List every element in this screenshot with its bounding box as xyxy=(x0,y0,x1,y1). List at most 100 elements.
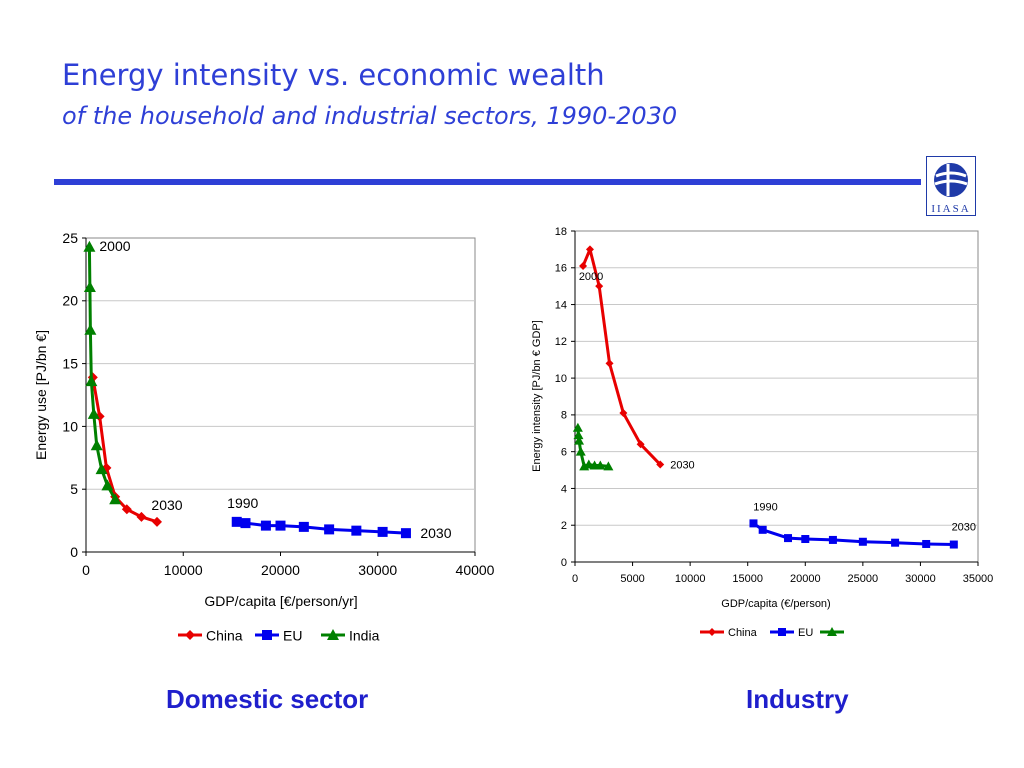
data-point xyxy=(574,435,585,445)
x-tick-label: 30000 xyxy=(358,562,397,578)
legend-label: China xyxy=(206,627,243,643)
y-tick-label: 0 xyxy=(70,544,78,560)
page-subtitle: of the household and industrial sectors,… xyxy=(62,102,678,130)
legend-marker xyxy=(262,630,272,640)
data-point xyxy=(656,460,665,469)
data-point xyxy=(324,524,335,535)
year-annotation: 2030 xyxy=(952,522,976,534)
x-tick-label: 20000 xyxy=(790,573,821,585)
legend-item: China xyxy=(178,627,243,643)
data-point xyxy=(109,493,122,505)
x-tick-label: 25000 xyxy=(848,573,879,585)
legend-item: EU xyxy=(255,627,302,643)
data-point xyxy=(595,282,604,291)
year-annotation: 1990 xyxy=(753,501,777,513)
y-axis-label: Energy use [PJ/bn €] xyxy=(33,330,49,460)
data-point xyxy=(749,519,758,528)
x-tick-label: 15000 xyxy=(732,573,763,585)
data-point xyxy=(260,520,271,531)
series-eu xyxy=(749,519,958,549)
year-annotation: 2000 xyxy=(99,238,130,254)
series-unnamed xyxy=(572,422,614,471)
year-annotation: 2000 xyxy=(579,271,603,283)
legend-item: EU xyxy=(770,627,813,639)
x-tick-label: 35000 xyxy=(963,573,994,585)
data-point xyxy=(949,540,958,549)
y-tick-label: 10 xyxy=(555,373,567,385)
x-tick-label: 40000 xyxy=(456,562,495,578)
data-point xyxy=(575,446,586,456)
data-point xyxy=(583,459,594,469)
legend-item: India xyxy=(321,627,380,643)
x-tick-label: 10000 xyxy=(164,562,203,578)
data-point xyxy=(605,359,614,368)
year-annotation: 2030 xyxy=(151,497,182,513)
y-tick-label: 8 xyxy=(561,410,567,422)
y-tick-label: 2 xyxy=(561,520,567,532)
data-point xyxy=(758,525,767,534)
y-tick-label: 20 xyxy=(62,293,78,309)
legend-item xyxy=(820,627,844,636)
data-point xyxy=(121,504,132,515)
year-annotation: 1990 xyxy=(227,495,258,511)
legend-label: EU xyxy=(283,627,302,643)
y-tick-label: 6 xyxy=(561,447,567,459)
data-point xyxy=(83,280,96,292)
data-point xyxy=(572,422,583,432)
title-divider xyxy=(54,179,921,185)
caption-domestic: Domestic sector xyxy=(166,684,369,714)
data-point xyxy=(95,463,108,475)
year-annotation: 2030 xyxy=(420,525,451,541)
x-tick-label: 0 xyxy=(82,562,90,578)
page-title: Energy intensity vs. economic wealth xyxy=(62,58,605,92)
data-point xyxy=(891,538,900,547)
x-axis-label: GDP/capita [€/person/yr] xyxy=(204,593,357,609)
data-point xyxy=(83,240,96,252)
data-point xyxy=(136,511,147,522)
legend-label: India xyxy=(349,627,380,643)
x-tick-label: 20000 xyxy=(261,562,300,578)
data-point xyxy=(400,528,411,539)
data-point xyxy=(579,261,588,270)
plot-area xyxy=(574,230,979,563)
data-point xyxy=(87,407,100,419)
y-tick-label: 18 xyxy=(555,226,567,238)
data-point xyxy=(231,516,242,527)
y-tick-label: 10 xyxy=(62,418,78,434)
y-tick-label: 14 xyxy=(555,299,567,311)
data-point xyxy=(94,411,105,422)
data-point xyxy=(636,440,645,449)
series-india xyxy=(83,240,122,505)
data-point xyxy=(784,534,793,543)
plot-area xyxy=(85,237,476,553)
data-point xyxy=(275,520,286,531)
x-tick-label: 5000 xyxy=(620,573,644,585)
y-tick-label: 15 xyxy=(62,356,78,372)
data-point xyxy=(377,526,388,537)
data-point xyxy=(84,323,97,335)
legend-marker xyxy=(185,630,195,640)
data-point xyxy=(922,539,931,548)
x-tick-label: 30000 xyxy=(905,573,936,585)
data-point xyxy=(240,518,251,529)
data-point xyxy=(801,535,810,544)
x-axis-label: GDP/capita (€/person) xyxy=(721,598,830,610)
y-tick-label: 25 xyxy=(62,230,78,246)
x-tick-label: 0 xyxy=(572,573,578,585)
legend-label: EU xyxy=(798,627,813,639)
data-point xyxy=(858,537,867,546)
iiasa-logo: IIASA xyxy=(926,156,976,216)
chart-2: 0 2 4 6 8 10 12 14 16 18 0 5000 10000 15000 20000 25000… xyxy=(531,226,993,639)
data-point xyxy=(101,479,114,491)
data-point xyxy=(298,521,309,532)
chart-1: 0 5 10 15 20 25 0 10000 20000 30000 40000 Energy us… xyxy=(33,230,495,643)
legend-marker xyxy=(708,628,716,636)
data-point xyxy=(585,245,594,254)
x-tick-label: 10000 xyxy=(675,573,706,585)
y-tick-label: 16 xyxy=(555,263,567,275)
data-point xyxy=(828,535,837,544)
series-china xyxy=(579,245,665,469)
y-tick-label: 12 xyxy=(555,336,567,348)
data-point xyxy=(151,516,162,527)
